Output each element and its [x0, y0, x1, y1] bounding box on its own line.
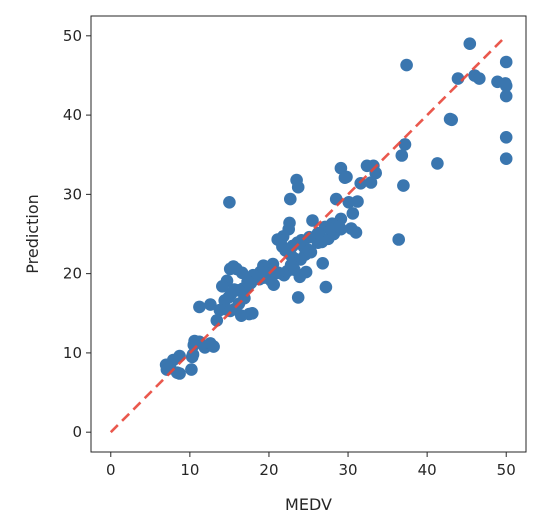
data-point — [431, 157, 444, 170]
data-point — [333, 220, 346, 234]
data-point — [463, 37, 477, 50]
data-point — [499, 55, 513, 69]
data-point — [185, 363, 198, 376]
plot-frame — [90, 15, 527, 453]
data-point — [499, 79, 513, 93]
x-tick-label: 30 — [338, 461, 357, 479]
data-point — [272, 266, 285, 280]
data-point — [299, 265, 313, 279]
data-point — [286, 239, 300, 253]
data-point — [340, 170, 353, 184]
data-point — [364, 176, 378, 189]
data-point — [216, 280, 229, 293]
data-point — [451, 72, 465, 85]
x-tick-label: 50 — [497, 461, 516, 479]
y-axis-label: Prediction — [23, 194, 42, 273]
y-tick-label: 10 — [63, 344, 82, 362]
data-point — [398, 138, 412, 151]
x-tick-label: 10 — [180, 461, 199, 479]
data-point — [185, 350, 199, 364]
data-point — [291, 180, 305, 194]
data-point — [291, 291, 305, 304]
data-point — [499, 89, 513, 103]
data-point — [445, 113, 459, 127]
data-point — [223, 196, 236, 209]
data-point — [319, 280, 333, 294]
data-point — [473, 72, 486, 85]
data-point — [246, 307, 259, 320]
data-point — [207, 340, 220, 353]
data-point — [303, 230, 316, 244]
x-axis-label: MEDV — [285, 495, 332, 514]
points-layer — [159, 37, 513, 380]
data-point — [346, 207, 360, 220]
data-point — [349, 226, 363, 239]
data-point — [395, 149, 409, 162]
data-point — [284, 192, 297, 206]
data-point — [499, 131, 513, 144]
y-axis-ticks: 0 10 20 30 40 50 — [63, 27, 91, 441]
x-axis-ticks: 0 10 20 30 40 50 — [106, 452, 516, 479]
data-point — [173, 367, 186, 380]
data-point — [267, 278, 281, 292]
data-point — [193, 300, 206, 314]
data-point — [392, 233, 406, 246]
data-point — [306, 214, 319, 227]
data-point — [284, 258, 298, 272]
reference-line — [109, 34, 508, 434]
data-point — [204, 298, 217, 311]
x-tick-label: 0 — [106, 461, 116, 479]
y-tick-label: 40 — [63, 106, 82, 124]
data-point — [210, 314, 224, 327]
y-tick-label: 50 — [63, 27, 82, 45]
y-tick-label: 0 — [72, 423, 82, 441]
data-point — [351, 195, 364, 208]
y-tick-label: 20 — [63, 265, 82, 283]
data-point — [316, 257, 330, 270]
x-tick-label: 40 — [418, 461, 437, 479]
data-point — [160, 363, 174, 376]
data-point — [187, 338, 201, 352]
y-tick-label: 30 — [63, 185, 82, 203]
data-point — [235, 309, 248, 323]
x-tick-label: 20 — [259, 461, 278, 479]
data-point — [499, 152, 513, 165]
data-point — [400, 58, 413, 72]
data-point — [223, 262, 237, 276]
data-point — [397, 179, 410, 192]
